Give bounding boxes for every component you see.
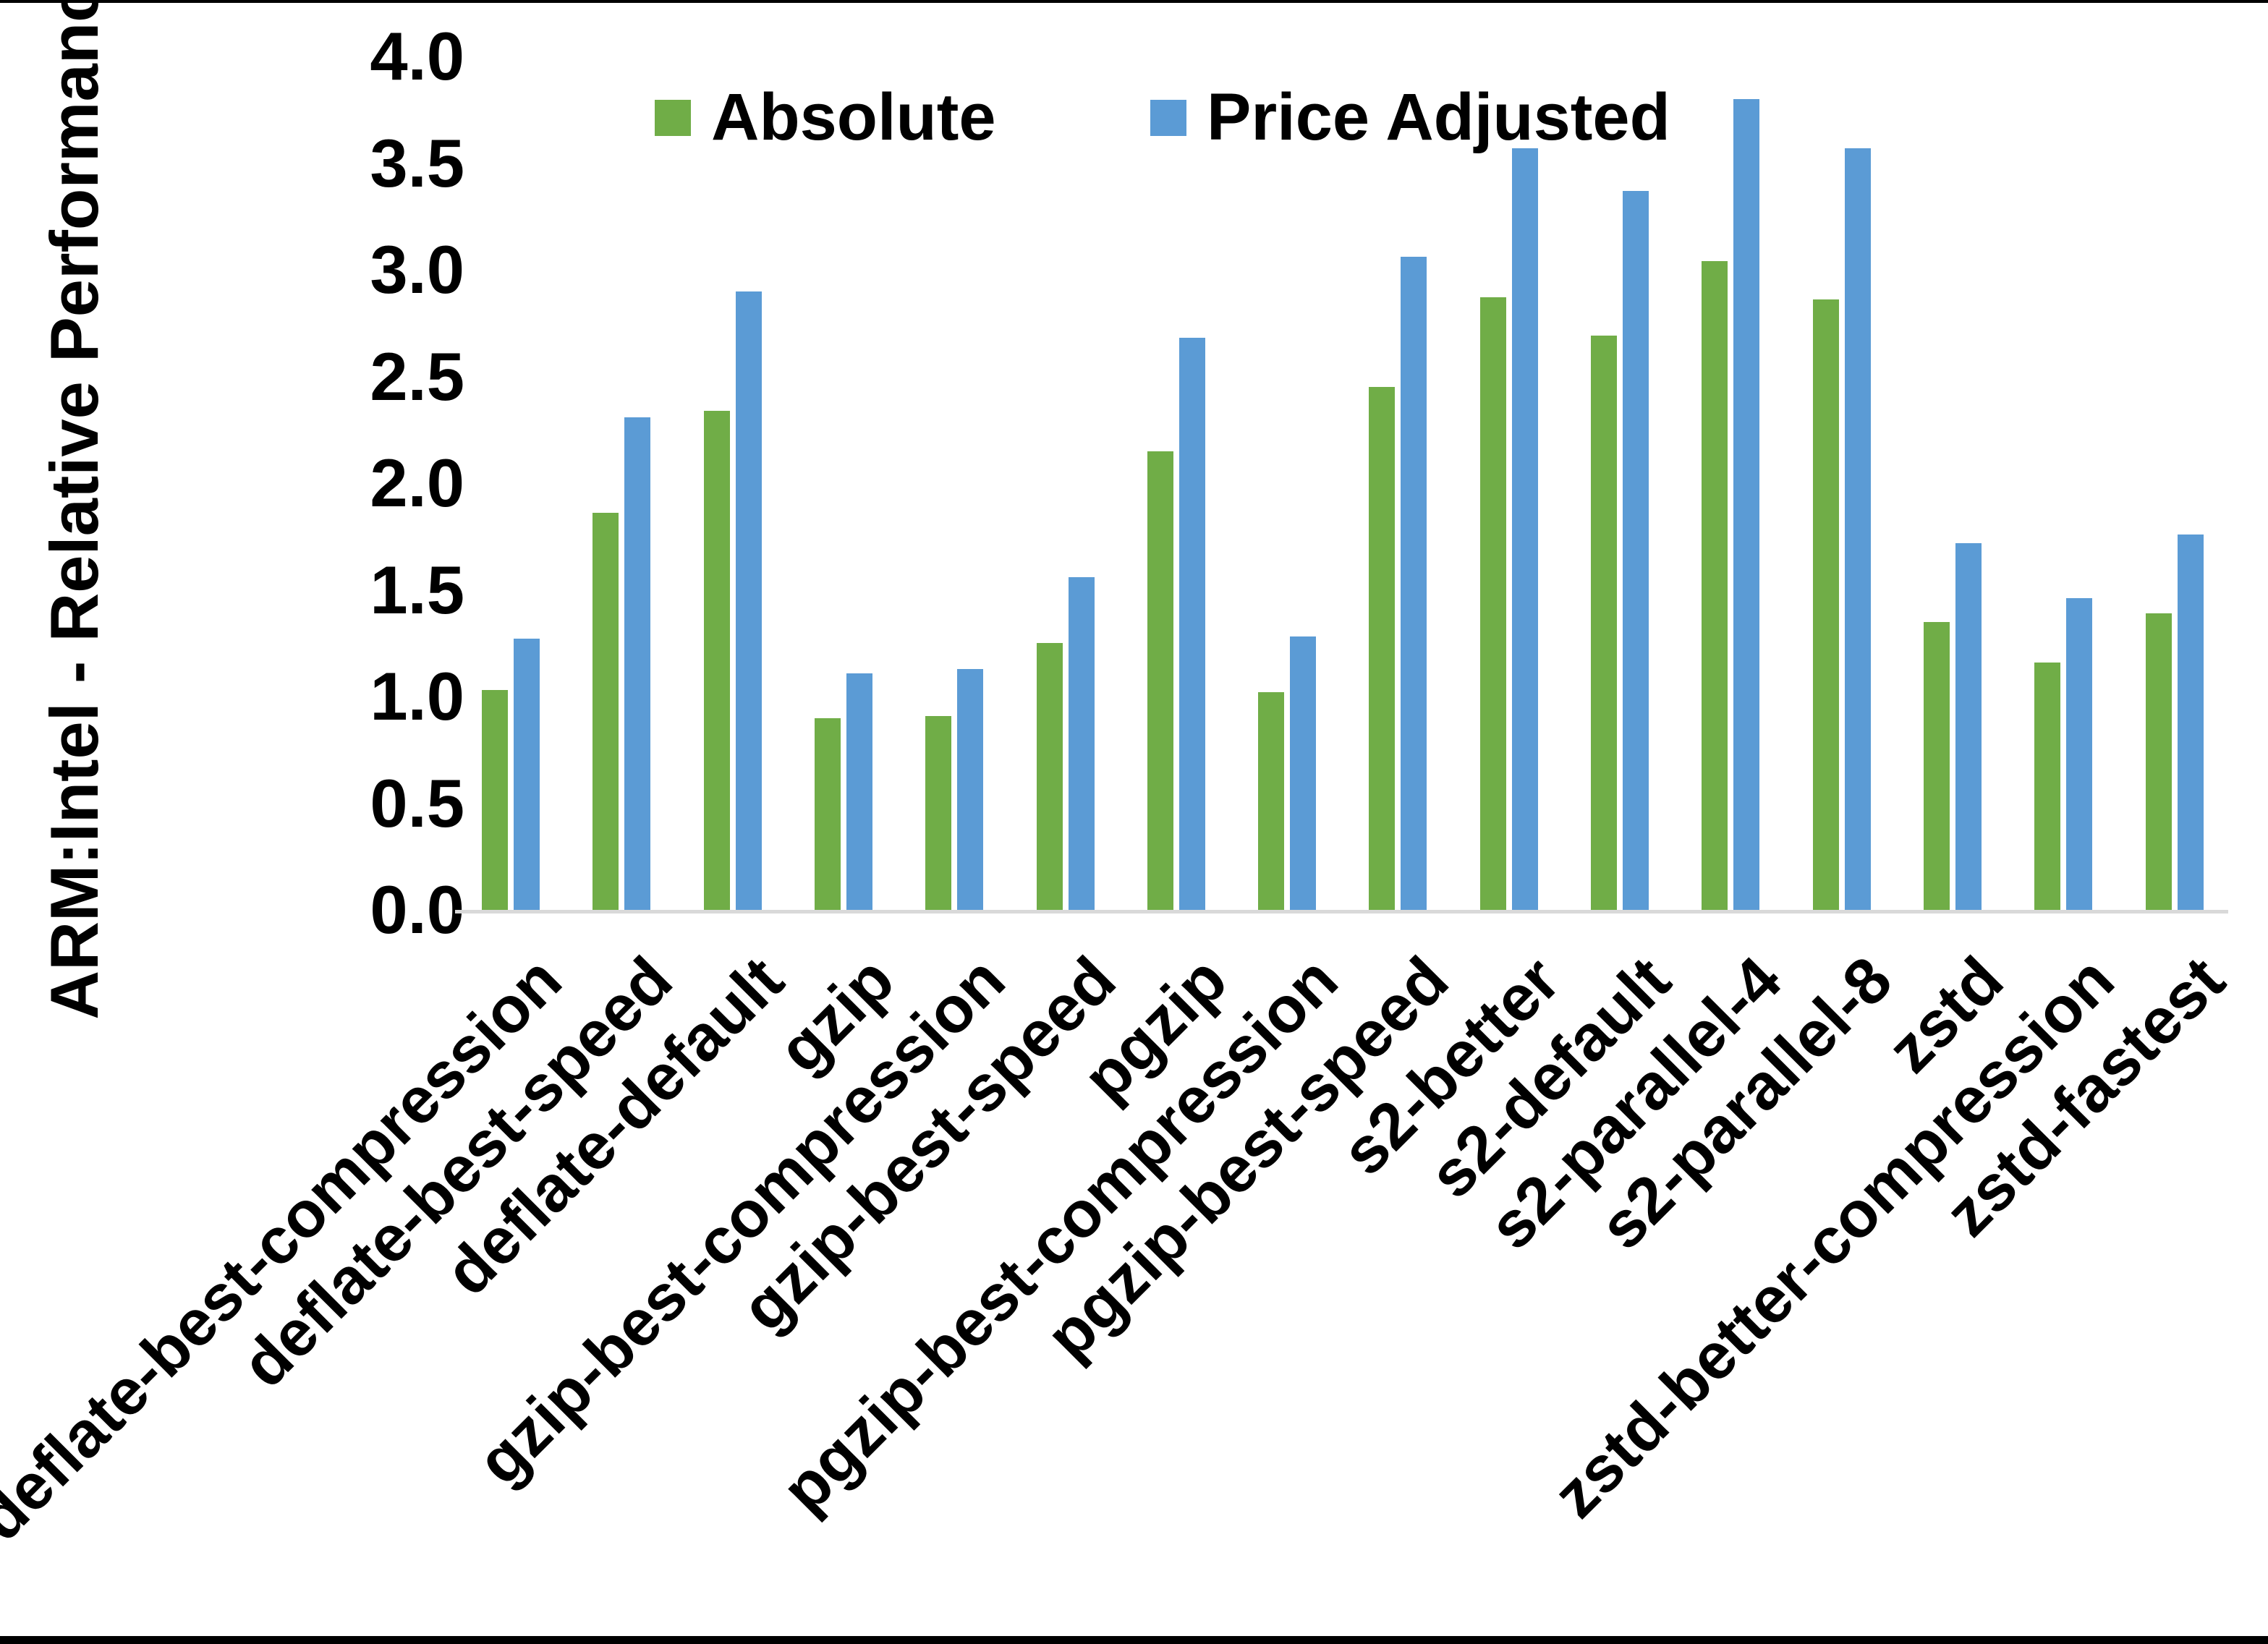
- legend-item-price-adjusted: Price Adjusted: [1150, 80, 1670, 156]
- bar-absolute-deflate-best-speed: [593, 513, 619, 910]
- bar-price-adjusted-deflate-default: [735, 291, 762, 910]
- top-border: [0, 0, 2268, 3]
- bar-price-adjusted-s2-parallel-4: [1733, 99, 1760, 910]
- y-tick-label: 3.5: [370, 124, 464, 201]
- bar-absolute-zstd-fastest: [2145, 613, 2172, 910]
- bar-price-adjusted-deflate-best-speed: [624, 417, 651, 910]
- bar-absolute-zstd-better-compression: [2034, 662, 2061, 910]
- bar-absolute-gzip: [814, 717, 841, 910]
- bar-absolute-pgzip: [1147, 451, 1173, 910]
- bar-price-adjusted-s2-parallel-8: [1844, 148, 1871, 910]
- y-tick-label: 3.0: [370, 231, 464, 307]
- bar-absolute-s2-default: [1591, 336, 1617, 910]
- bar-price-adjusted-pgzip-best-compression: [1290, 636, 1317, 910]
- bar-absolute-s2-better: [1479, 297, 1506, 910]
- bar-price-adjusted-gzip: [846, 673, 872, 910]
- y-tick-label: 4.0: [370, 18, 464, 94]
- bar-price-adjusted-pgzip-best-speed: [1401, 257, 1427, 910]
- bar-absolute-deflate-default: [703, 410, 730, 910]
- bar-absolute-gzip-best-compression: [925, 715, 952, 910]
- legend-swatch-price-adjusted: [1150, 99, 1186, 136]
- bar-price-adjusted-zstd-fastest: [2177, 534, 2204, 910]
- y-tick-label: 0.5: [370, 764, 464, 841]
- bar-absolute-deflate-best-compression: [482, 690, 508, 910]
- bar-price-adjusted-s2-default: [1623, 190, 1649, 910]
- legend-label-absolute: Absolute: [711, 80, 996, 154]
- legend: Absolute Price Adjusted: [0, 80, 2268, 156]
- y-tick-label: 2.5: [370, 338, 464, 414]
- y-tick-label: 1.5: [370, 551, 464, 628]
- bar-absolute-pgzip-best-speed: [1369, 387, 1396, 910]
- bar-price-adjusted-pgzip: [1178, 338, 1205, 910]
- bottom-border: [0, 1636, 2268, 1644]
- bar-absolute-s2-parallel-4: [1702, 261, 1728, 910]
- y-tick-label: 0.0: [370, 872, 464, 947]
- legend-swatch-absolute: [655, 99, 691, 136]
- bar-absolute-pgzip-best-compression: [1258, 692, 1285, 910]
- y-tick-label: 2.0: [370, 445, 464, 521]
- legend-label-price-adjusted: Price Adjusted: [1207, 80, 1670, 154]
- bar-price-adjusted-s2-better: [1511, 148, 1538, 910]
- bar-absolute-gzip-best-speed: [1036, 643, 1063, 910]
- y-tick-label: 1.0: [370, 658, 464, 734]
- bar-price-adjusted-gzip-best-compression: [957, 668, 984, 910]
- bar-price-adjusted-zstd-better-compression: [2066, 598, 2093, 910]
- bar-price-adjusted-zstd: [1955, 542, 1982, 910]
- x-axis-line: [455, 910, 2228, 913]
- bar-absolute-s2-parallel-8: [1812, 299, 1839, 910]
- bar-price-adjusted-deflate-best-compression: [514, 639, 540, 910]
- bar-absolute-zstd: [1923, 621, 1950, 910]
- legend-item-absolute: Absolute: [655, 80, 996, 156]
- bar-price-adjusted-gzip-best-speed: [1068, 576, 1095, 910]
